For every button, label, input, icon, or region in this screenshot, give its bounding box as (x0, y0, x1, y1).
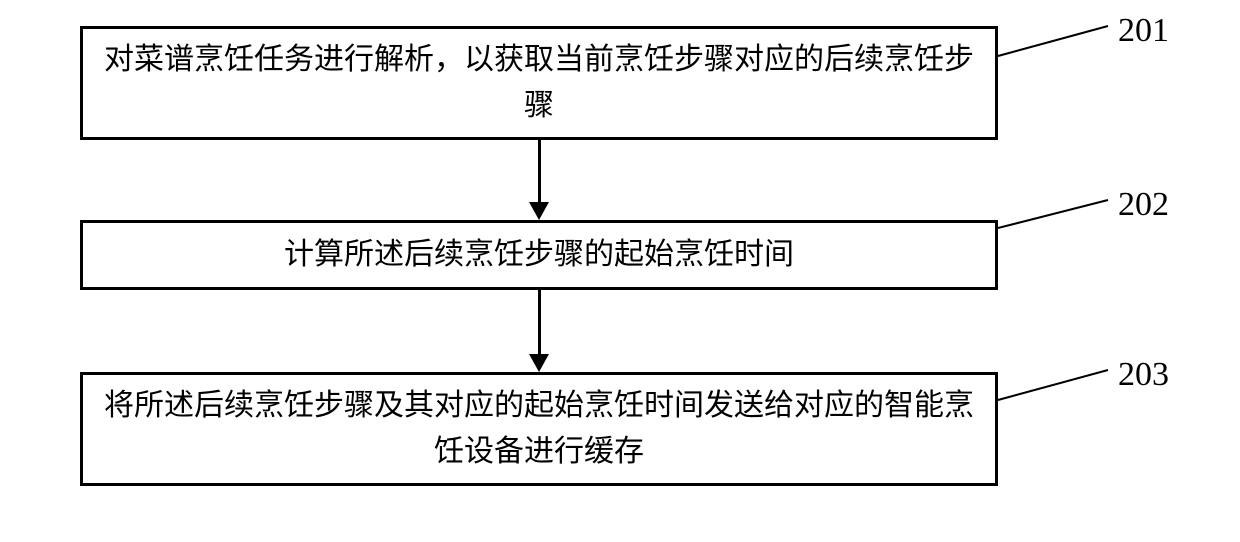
flow-box-text: 对菜谱烹饪任务进行解析，以获取当前烹饪步骤对应的后续烹饪步骤 (101, 37, 977, 130)
step-number-label-203: 203 (1118, 356, 1169, 394)
flow-box-text: 将所述后续烹饪步骤及其对应的起始烹饪时间发送给对应的智能烹饪设备进行缓存 (101, 383, 977, 476)
flow-box-step-203: 将所述后续烹饪步骤及其对应的起始烹饪时间发送给对应的智能烹饪设备进行缓存 (80, 372, 998, 486)
arrow-head-icon (529, 202, 549, 220)
flow-box-step-201: 对菜谱烹饪任务进行解析，以获取当前烹饪步骤对应的后续烹饪步骤 (80, 26, 998, 140)
arrow-shaft (538, 290, 541, 356)
step-number-label-201: 201 (1118, 12, 1169, 50)
flow-box-text: 计算所述后续烹饪步骤的起始烹饪时间 (284, 232, 794, 279)
flowchart-canvas: 对菜谱烹饪任务进行解析，以获取当前烹饪步骤对应的后续烹饪步骤计算所述后续烹饪步骤… (0, 0, 1240, 542)
arrow-shaft (538, 140, 541, 204)
flow-box-step-202: 计算所述后续烹饪步骤的起始烹饪时间 (80, 220, 998, 290)
step-number-label-202: 202 (1118, 186, 1169, 224)
arrow-head-icon (529, 354, 549, 372)
